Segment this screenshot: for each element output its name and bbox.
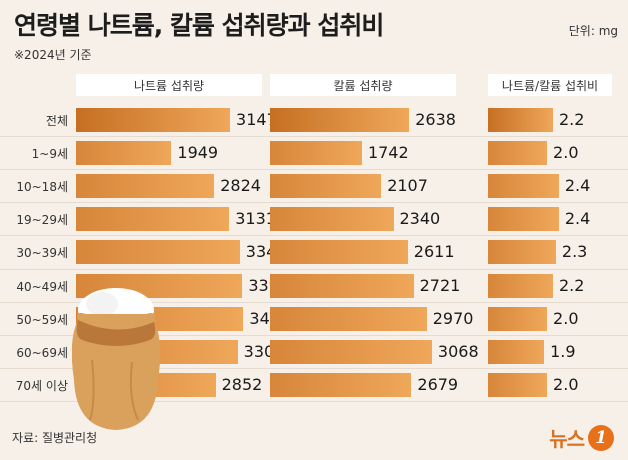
source-note: 자료: 질병관리청 [12, 431, 98, 445]
row-divider [0, 169, 628, 171]
data-label: 2.2 [558, 275, 585, 295]
data-label: 3147 [236, 110, 277, 129]
data-label: 2.0 [553, 308, 579, 328]
brand-logo: 뉴스 1 [549, 423, 614, 452]
data-label: 2824 [220, 176, 261, 196]
data-label: 2721 [419, 275, 461, 295]
category-label: 전체 [45, 114, 68, 128]
bar [488, 273, 553, 298]
bar [76, 174, 215, 199]
data-label: 1742 [367, 143, 409, 163]
chart-title: 연령별 나트륨, 칼륨 섭취량과 섭취비 [14, 11, 384, 40]
row-divider [0, 334, 628, 336]
data-label: 2.4 [564, 209, 591, 229]
brand-badge: 1 [588, 424, 614, 451]
category-label: 50~59세 [16, 312, 68, 327]
bar [76, 240, 240, 265]
category-label: 10~18세 [16, 180, 68, 195]
data-label: 2.0 [553, 374, 579, 394]
data-label: 2107 [387, 176, 428, 196]
data-label: 2.2 [558, 110, 585, 129]
bar [488, 372, 548, 397]
category-label: 1~9세 [31, 147, 68, 162]
category-label: 19~29세 [16, 213, 68, 228]
bar [76, 207, 230, 232]
data-label: 2679 [417, 374, 459, 394]
column-header-2: 칼륨 섭취량 [270, 74, 456, 96]
bar [270, 207, 394, 232]
bar [270, 141, 362, 166]
data-label: 2638 [415, 110, 456, 129]
data-label: 2.4 [564, 176, 591, 196]
bar [488, 207, 559, 232]
category-label: 70세 이상 [15, 378, 68, 393]
bar [488, 306, 548, 331]
data-label: 1.9 [550, 341, 576, 361]
bar [488, 108, 553, 132]
bar [270, 306, 427, 331]
category-label: 30~39세 [16, 246, 68, 261]
data-label: 2852 [221, 374, 263, 394]
data-label: 2.3 [561, 242, 588, 262]
salt-sack-illustration [72, 288, 160, 430]
unit-label: 단위: mg [568, 24, 618, 38]
bar [76, 141, 172, 166]
bar [488, 174, 559, 199]
row-divider [0, 367, 628, 369]
column-header-1: 나트륨 섭취량 [76, 74, 262, 96]
column-header-3: 나트륨/칼륨 섭취비 [488, 74, 612, 96]
row-divider [0, 202, 628, 204]
row-divider [0, 268, 628, 270]
bar [488, 339, 545, 364]
bar [488, 240, 556, 265]
data-label: 2611 [413, 242, 455, 262]
bar [270, 339, 432, 364]
data-label: 1949 [177, 143, 219, 163]
bar [270, 372, 412, 397]
bar [270, 108, 410, 132]
row-divider [0, 235, 628, 237]
bar [270, 240, 408, 265]
category-label: 40~49세 [16, 279, 68, 294]
bar [270, 273, 414, 298]
data-label: 3131 [235, 209, 276, 229]
data-label: 2340 [399, 209, 441, 229]
data-label: 3068 [437, 341, 479, 361]
chart-subtitle: ※2024년 기준 [14, 48, 92, 62]
row-divider [0, 400, 628, 402]
brand-text: 뉴스 [549, 427, 585, 451]
bar [270, 174, 382, 199]
category-label: 60~69세 [16, 345, 68, 360]
data-label: 2.0 [553, 143, 579, 163]
row-divider [0, 136, 628, 138]
bar [488, 141, 548, 166]
bar [76, 108, 231, 132]
data-label: 2970 [432, 308, 474, 328]
row-divider [0, 301, 628, 303]
